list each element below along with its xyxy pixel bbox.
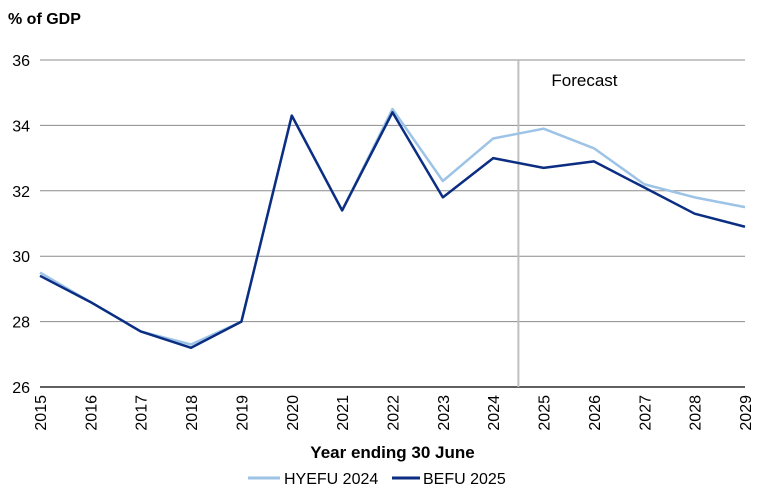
forecast-label: Forecast — [551, 71, 617, 90]
legend-label-befu-2025: BEFU 2025 — [423, 471, 506, 488]
gridlines — [40, 59, 745, 388]
y-axis-title: % of GDP — [8, 11, 81, 28]
x-tick-labels: 2015 2016 2017 2018 2019 2020 2021 2022 2023 2024… — [33, 395, 755, 431]
x-tick-label: 2028 — [688, 395, 705, 431]
legend: HYEFU 2024 BEFU 2025 — [248, 471, 506, 488]
x-tick-label: 2026 — [587, 395, 604, 431]
y-tick-label: 28 — [12, 315, 30, 332]
x-tick-label: 2024 — [486, 395, 503, 431]
y-tick-label: 30 — [12, 249, 30, 266]
y-tick-label: 32 — [12, 184, 30, 201]
x-tick-label: 2018 — [184, 395, 201, 431]
x-tick-label: 2019 — [234, 395, 251, 431]
x-tick-label: 2027 — [637, 395, 654, 431]
y-tick-labels: 26 28 30 32 34 36 — [12, 53, 30, 397]
legend-label-hyefu-2024: HYEFU 2024 — [284, 471, 378, 488]
y-tick-label: 34 — [12, 118, 30, 135]
x-tick-label: 2017 — [134, 395, 151, 431]
x-tick-label: 2015 — [33, 395, 50, 431]
y-tick-label: 26 — [12, 380, 30, 397]
x-tick-label: 2016 — [83, 395, 100, 431]
series-line-befu-2025 — [39, 111, 746, 350]
x-tick-label: 2029 — [738, 395, 755, 431]
x-tick-label: 2021 — [335, 395, 352, 431]
x-tick-label: 2023 — [436, 395, 453, 431]
x-tick-label: 2020 — [285, 395, 302, 431]
x-tick-label: 2022 — [386, 395, 403, 431]
y-tick-label: 36 — [12, 53, 30, 70]
series-lines — [39, 107, 746, 350]
x-tick-label: 2025 — [537, 395, 554, 431]
x-axis-title: Year ending 30 June — [310, 443, 474, 462]
series-line-hyefu-2024 — [39, 107, 746, 346]
